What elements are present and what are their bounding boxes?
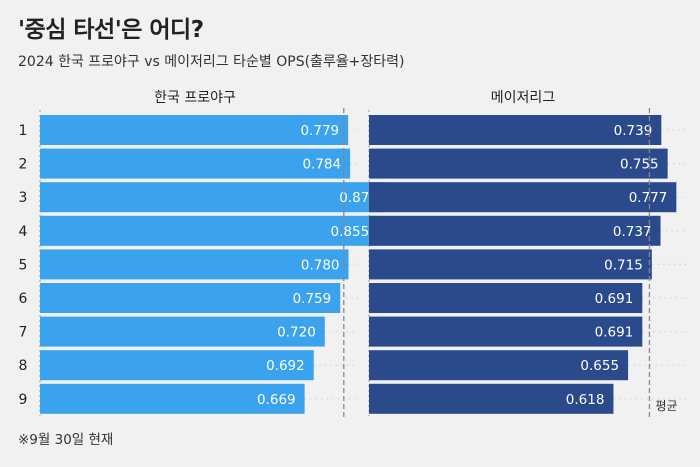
value-label: 0.777: [629, 190, 668, 206]
batting-order-label: 7: [19, 325, 28, 341]
chart-title: '중심 타선'은 어디?: [18, 17, 204, 43]
bar-kbo-7: [40, 316, 325, 347]
batting-order-label: 9: [19, 392, 28, 408]
bar-kbo-2: [40, 148, 351, 179]
value-label: 0.877: [339, 190, 378, 206]
bar-kbo-5: [40, 249, 349, 280]
batting-order-label: 5: [19, 257, 28, 273]
bar-mlb-2: [369, 148, 668, 179]
bar-kbo-6: [40, 283, 341, 313]
value-label: 0.780: [301, 257, 340, 273]
panel-title-kbo: 한국 프로야구: [154, 90, 236, 106]
bar-mlb-6: [369, 283, 643, 313]
batting-order-label: 1: [19, 123, 28, 139]
value-label: 0.669: [257, 392, 296, 408]
batting-order-label: 3: [19, 190, 28, 206]
value-label: 0.784: [302, 157, 341, 173]
value-label: 0.691: [595, 325, 634, 341]
chart-subtitle: 2024 한국 프로야구 vs 메이저리그 타순별 OPS(출루율+장타력): [18, 54, 405, 70]
value-label: 0.737: [613, 224, 652, 240]
value-label: 0.692: [266, 358, 305, 374]
bar-kbo-3: [40, 182, 387, 213]
batting-order-label: 6: [19, 291, 28, 307]
bar-mlb-1: [369, 115, 662, 145]
bar-kbo-9: [40, 383, 305, 414]
bar-mlb-4: [369, 215, 661, 246]
footnote: ※9월 30일 현재: [18, 432, 114, 448]
bar-kbo-4: [40, 215, 379, 246]
panel-title-mlb: 메이저리그: [491, 90, 556, 106]
value-label: 0.715: [604, 257, 643, 273]
batting-order-label: 2: [19, 157, 28, 173]
bar-kbo-1: [40, 115, 349, 145]
bar-kbo-8: [40, 350, 314, 381]
bar-mlb-3: [369, 182, 677, 213]
bar-mlb-5: [369, 249, 652, 280]
bar-mlb-7: [369, 316, 643, 347]
value-label: 0.759: [293, 291, 332, 307]
value-label: 0.755: [620, 157, 659, 173]
bar-mlb-9: [369, 383, 614, 414]
batting-order-label: 8: [19, 358, 28, 374]
value-label: 0.720: [277, 325, 316, 341]
value-label: 0.739: [614, 123, 653, 139]
value-label: 0.779: [300, 123, 339, 139]
bar-mlb-8: [369, 350, 629, 381]
value-label: 0.691: [595, 291, 634, 307]
average-label: 평균: [655, 399, 677, 413]
value-label: 0.618: [566, 392, 605, 408]
batting-order-label: 4: [19, 224, 28, 240]
value-label: 0.855: [331, 224, 370, 240]
value-label: 0.655: [580, 358, 619, 374]
